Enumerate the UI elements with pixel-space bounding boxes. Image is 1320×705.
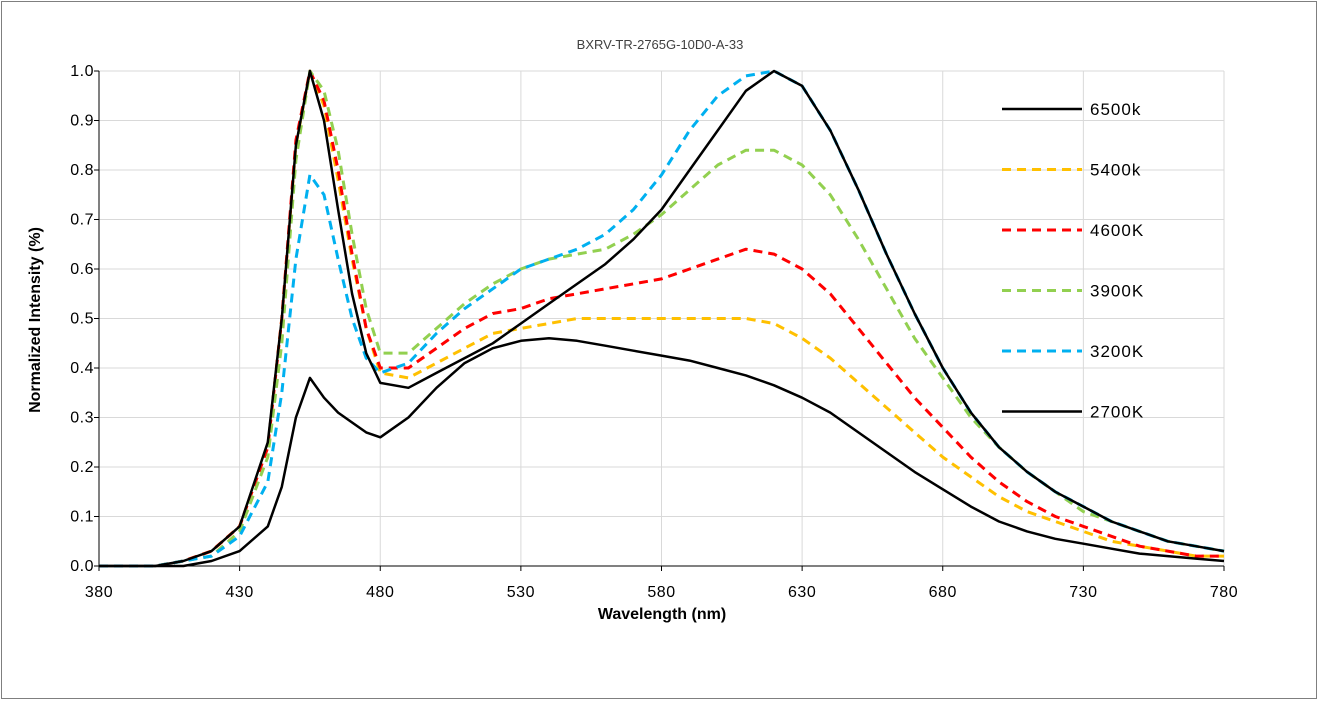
legend-label-3200k: 3200K [1090, 342, 1144, 361]
legend: 6500k 5400k 4600K 3900K 3200K 2700K [1002, 100, 1144, 422]
legend-label-3900k: 3900K [1090, 282, 1144, 301]
legend-label-2700k: 2700K [1090, 403, 1144, 422]
y-tick-label: 0.8 [70, 162, 94, 179]
x-tick-label: 480 [366, 584, 394, 601]
y-tick-label: 0.1 [70, 509, 94, 526]
series-line-2700k [99, 337, 1225, 568]
legend-label-5400k: 5400k [1090, 161, 1141, 180]
y-tick-label: 0.3 [70, 410, 94, 427]
series-line-6500k [99, 69, 1225, 568]
x-tick-label: 530 [507, 584, 535, 601]
y-tick-label: 0.7 [70, 212, 94, 229]
x-tick-label: 430 [226, 584, 254, 601]
legend-label-4600k: 4600K [1090, 221, 1144, 240]
y-tick-label: 0.9 [70, 113, 94, 130]
y-axis-title: Normalized Intensity (%) [27, 227, 44, 413]
x-axis-title: Wavelength (nm) [598, 606, 726, 623]
y-tick-label: 0.5 [70, 311, 94, 328]
series-line-5400k [99, 69, 1224, 568]
legend-label-6500k: 6500k [1090, 100, 1141, 119]
y-tick-label: 0.2 [70, 459, 94, 476]
x-tick-label: 580 [647, 584, 675, 601]
y-tick-label: 0.0 [70, 558, 94, 575]
axes: 0.0 0.1 0.2 0.3 0.4 0.5 0.6 0.7 0.8 0.9 1.0 380 430 4… [70, 63, 1238, 601]
y-tick-label: 0.4 [70, 360, 94, 377]
y-tick-label: 1.0 [70, 63, 94, 80]
y-tick-label: 0.6 [70, 261, 94, 278]
data-series [99, 69, 1225, 568]
chart-title: BXRV-TR-2765G-10D0-A-33 [577, 37, 744, 52]
x-tick-label: 780 [1210, 584, 1238, 601]
x-tick-label: 680 [929, 584, 957, 601]
x-tick-label: 630 [788, 584, 816, 601]
x-tick-label: 730 [1069, 584, 1097, 601]
x-tick-label: 380 [85, 584, 113, 601]
